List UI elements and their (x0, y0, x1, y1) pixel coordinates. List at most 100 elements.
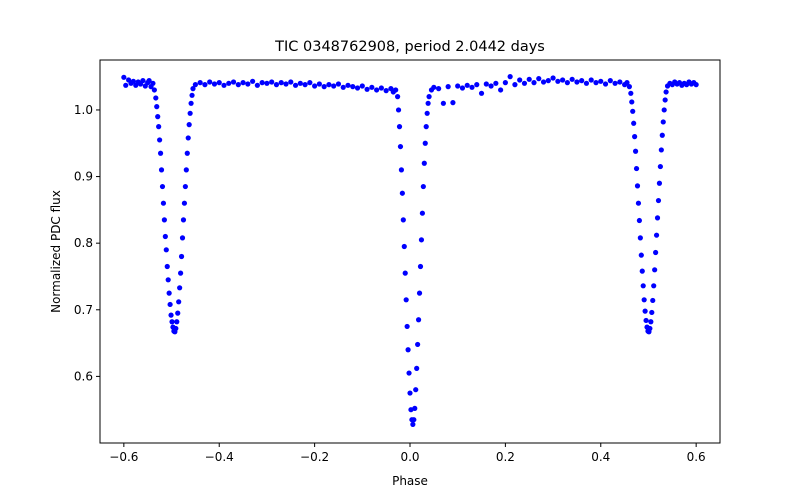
data-point (316, 81, 322, 87)
data-point (354, 85, 361, 91)
data-point (424, 110, 430, 116)
x-tick-label: 0.6 (687, 450, 706, 464)
data-point (630, 108, 636, 114)
data-point (156, 124, 162, 130)
data-point (383, 88, 389, 94)
x-axis-ticks: −0.6 −0.4 −0.2 0.0 0.2 0.4 0.6 (109, 443, 706, 464)
data-point (649, 309, 655, 316)
data-point (550, 75, 556, 81)
data-point (493, 80, 499, 86)
data-point (639, 268, 645, 274)
data-point (651, 283, 657, 289)
data-point (302, 82, 308, 88)
data-point (166, 290, 172, 296)
data-point (174, 319, 180, 325)
data-point (498, 87, 504, 93)
data-point (640, 283, 646, 289)
data-point (643, 317, 649, 324)
data-point (340, 84, 346, 90)
data-point (264, 80, 270, 86)
data-point (654, 215, 661, 221)
data-point (146, 78, 152, 84)
data-point (164, 263, 170, 270)
data-point (425, 100, 431, 106)
data-point (602, 81, 609, 87)
data-point (189, 92, 195, 98)
data-point (410, 421, 416, 427)
data-point (418, 237, 425, 243)
x-axis-title: Phase (392, 474, 428, 488)
x-tick-label: 0.2 (496, 450, 515, 464)
y-axis-title: Normalized PDC flux (49, 190, 63, 313)
data-point (240, 80, 246, 86)
plot-area-frame (99, 59, 721, 444)
data-point (636, 217, 643, 224)
data-point (197, 80, 203, 86)
data-point (426, 94, 432, 100)
y-tick-label: 0.8 (74, 236, 93, 250)
data-point (162, 233, 168, 240)
data-point (154, 104, 160, 110)
data-point (185, 135, 191, 141)
data-point (157, 150, 164, 156)
data-point (574, 79, 580, 85)
data-point (526, 76, 532, 82)
data-point (660, 119, 666, 125)
data-point (407, 390, 413, 396)
y-axis-ticks: 0.6 0.7 0.8 0.9 1.0 (74, 103, 100, 383)
data-point (396, 124, 403, 130)
data-point (184, 150, 190, 156)
data-point (512, 82, 518, 88)
data-point (159, 183, 166, 190)
data-point (405, 347, 411, 353)
data-point (178, 253, 185, 260)
data-point (474, 82, 480, 88)
data-point (431, 84, 437, 90)
x-tick-label: 0.4 (591, 450, 610, 464)
data-point (404, 323, 410, 330)
data-point (153, 95, 159, 101)
data-point (560, 77, 566, 83)
data-point (555, 78, 561, 84)
data-point (278, 80, 284, 86)
chart-title: TIC 0348762908, period 2.0442 days (274, 39, 545, 55)
data-point (632, 148, 639, 154)
data-point (176, 299, 182, 305)
data-point (598, 78, 604, 84)
data-point (464, 82, 470, 88)
x-tick-label: −0.2 (300, 450, 329, 464)
data-point (245, 81, 251, 87)
data-point (359, 83, 365, 89)
data-point (179, 235, 186, 241)
data-point (150, 80, 156, 86)
data-point (540, 79, 547, 85)
data-point (173, 325, 179, 332)
data-point (364, 86, 370, 92)
data-point (422, 140, 428, 146)
data-point (531, 80, 537, 86)
data-point (165, 277, 171, 283)
data-point (345, 82, 351, 88)
data-point (202, 82, 208, 88)
data-point (693, 82, 699, 88)
data-point (259, 80, 265, 86)
data-point (160, 200, 167, 206)
data-point (612, 80, 618, 86)
data-point (652, 267, 658, 273)
y-tick-label: 0.7 (74, 303, 93, 317)
data-point (488, 83, 494, 89)
data-point (414, 365, 420, 371)
x-tick-label: −0.6 (109, 450, 138, 464)
data-point (638, 252, 644, 258)
y-tick-label: 1.0 (74, 103, 93, 117)
data-point (647, 325, 653, 332)
data-point (507, 74, 513, 80)
data-point (583, 80, 590, 86)
data-point (207, 79, 213, 85)
data-point (395, 107, 402, 113)
data-point (648, 319, 654, 325)
x-tick-label: 0.0 (400, 450, 419, 464)
data-point (624, 80, 630, 86)
data-point (483, 81, 489, 87)
